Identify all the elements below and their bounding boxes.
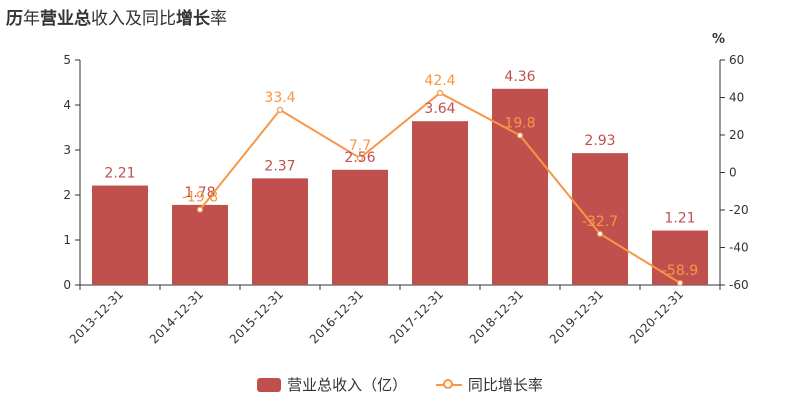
y-left-tick-label: 1 (63, 233, 71, 247)
x-tick-label: 2020-12-31 (627, 287, 686, 346)
growth-point (436, 89, 444, 97)
title-segment: 长 (193, 9, 210, 29)
revenue-data-label: 1.21 (664, 211, 695, 227)
y-left-tick-label: 5 (63, 53, 71, 67)
growth-data-label: 42.4 (424, 73, 455, 89)
y-right-tick-label: -40 (729, 241, 749, 255)
revenue-data-label: 2.37 (264, 158, 295, 174)
revenue-bar (572, 153, 628, 285)
revenue-bar (172, 204, 228, 285)
revenue-bar (332, 169, 388, 285)
y-right-tick-label: 40 (729, 91, 744, 105)
revenue-data-label: 1.78 (184, 185, 215, 201)
x-tick-label: 2017-12-31 (387, 287, 446, 346)
growth-point (676, 279, 684, 287)
legend-item-growth[interactable]: 同比增长率 (435, 374, 543, 395)
y-right-axis-unit: % (712, 32, 725, 47)
revenue-bar (412, 121, 468, 285)
chart-title: 历年营业总收入及同比增长率 (6, 4, 227, 29)
title-segment: 营业总 (40, 9, 91, 29)
y-right-tick-label: -20 (729, 203, 749, 217)
revenue-bar (652, 230, 708, 285)
title-segment: 收入及同比 (91, 9, 176, 29)
legend: 营业总收入（亿） 同比增长率 (0, 374, 800, 396)
y-right-tick-label: -60 (729, 278, 749, 292)
x-tick-label: 2018-12-31 (467, 287, 526, 346)
growth-point (196, 206, 204, 213)
growth-data-label: 33.4 (264, 90, 295, 106)
growth-point (276, 106, 284, 113)
legend-label-growth: 同比增长率 (467, 376, 543, 394)
growth-data-label: -19.8 (182, 190, 218, 206)
y-right-tick-label: 60 (729, 53, 744, 67)
growth-point (516, 132, 524, 139)
title-segment: 增 (176, 9, 193, 29)
title-segment: 年 (23, 9, 40, 29)
revenue-data-label: 4.36 (504, 69, 535, 85)
growth-data-label: -58.9 (662, 263, 698, 279)
growth-point (596, 230, 604, 237)
y-right-tick-label: 0 (729, 166, 737, 180)
growth-data-label: 19.8 (504, 115, 535, 131)
y-right-tick-label: 20 (729, 128, 744, 142)
revenue-data-label: 2.93 (584, 133, 615, 149)
growth-data-label: 7.7 (349, 138, 371, 154)
revenue-data-label: 2.21 (104, 166, 135, 182)
growth-data-label: -32.7 (582, 214, 618, 230)
legend-line-swatch (435, 378, 462, 392)
title-segment: 历 (6, 9, 23, 29)
title-segment: 率 (210, 9, 227, 29)
y-left-tick-label: 3 (63, 143, 71, 157)
y-left-tick-label: 2 (63, 188, 71, 202)
x-tick-label: 2014-12-31 (147, 287, 206, 346)
y-left-tick-label: 0 (63, 278, 71, 292)
x-tick-label: 2016-12-31 (307, 287, 366, 346)
revenue-bar (92, 185, 148, 285)
x-tick-label: 2019-12-31 (547, 287, 606, 346)
x-tick-label: 2015-12-31 (227, 287, 286, 346)
y-left-tick-label: 4 (63, 98, 71, 112)
legend-label-revenue: 营业总收入（亿） (287, 376, 408, 394)
revenue-data-label: 3.64 (424, 101, 455, 117)
x-tick-label: 2013-12-31 (67, 287, 126, 346)
legend-item-revenue[interactable]: 营业总收入（亿） (257, 374, 407, 395)
revenue-data-label: 2.56 (344, 150, 375, 166)
legend-bar-swatch (257, 377, 282, 392)
revenue-bar (492, 88, 548, 285)
revenue-bar (252, 178, 308, 285)
growth-point (356, 154, 364, 162)
